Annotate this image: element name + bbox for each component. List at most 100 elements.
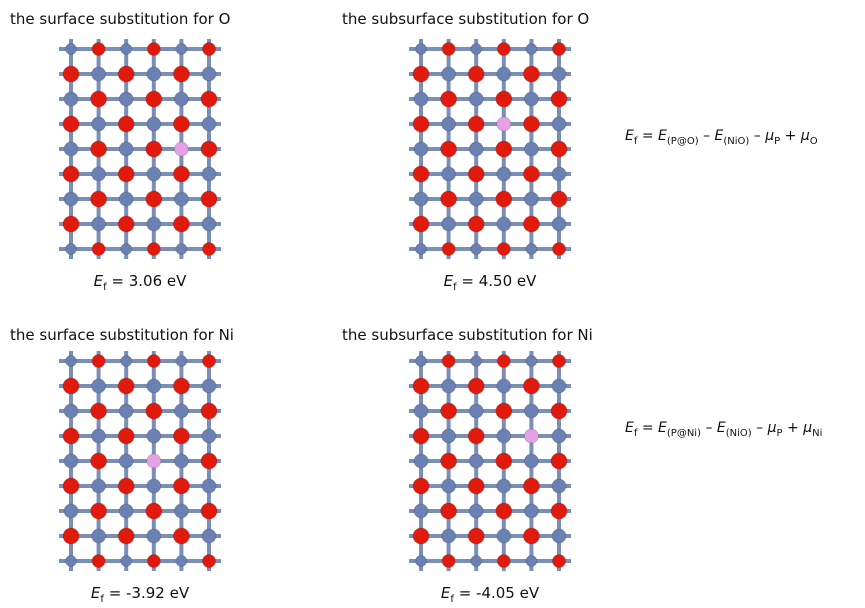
- nickel-atom: [552, 117, 566, 131]
- panel-title: the surface substitution for Ni: [10, 326, 234, 344]
- nickel-atom: [202, 529, 216, 543]
- nickel-atom: [552, 167, 566, 181]
- oxygen-atom: [413, 528, 429, 544]
- oxygen-atom: [201, 191, 217, 207]
- oxygen-atom: [441, 191, 457, 207]
- oxygen-atom: [201, 91, 217, 107]
- oxygen-atom: [468, 378, 484, 394]
- nickel-atom: [176, 44, 187, 55]
- oxygen-atom: [63, 216, 79, 232]
- nickel-atom: [497, 379, 511, 393]
- oxygen-atom: [201, 503, 217, 519]
- nickel-atom: [524, 192, 538, 206]
- oxygen-atom: [441, 503, 457, 519]
- nickel-atom: [147, 429, 161, 443]
- oxygen-atom: [63, 116, 79, 132]
- nickel-atom: [497, 167, 511, 181]
- oxygen-atom: [118, 428, 134, 444]
- oxygen-atom: [91, 403, 107, 419]
- nickel-atom: [174, 192, 188, 206]
- panel-title: the subsurface substitution for O: [342, 10, 589, 28]
- oxygen-atom: [203, 243, 216, 256]
- nickel-atom: [497, 117, 511, 131]
- subscript: (NiO): [723, 136, 749, 147]
- oxygen-atom: [63, 428, 79, 444]
- text: –: [756, 420, 763, 436]
- nickel-atom: [92, 379, 106, 393]
- nickel-atom: [119, 142, 133, 156]
- nickel-atom: [497, 67, 511, 81]
- oxygen-atom: [173, 216, 189, 232]
- nickel-atom: [66, 356, 77, 367]
- oxygen-atom: [92, 355, 105, 368]
- nickel-atom: [442, 479, 456, 493]
- oxygen-atom: [523, 66, 539, 82]
- nickel-atom: [64, 192, 78, 206]
- nickel-atom: [202, 379, 216, 393]
- nickel-atom: [442, 167, 456, 181]
- oxygen-atom: [413, 166, 429, 182]
- oxygen-atom: [63, 528, 79, 544]
- oxygen-atom: [147, 454, 161, 468]
- nickel-atom: [416, 244, 427, 255]
- formula: Ef = E(P@O) – E(NiO) – μP + μO: [625, 128, 818, 147]
- oxygen-atom: [413, 216, 429, 232]
- oxygen-atom: [413, 428, 429, 444]
- nickel-atom: [469, 92, 483, 106]
- nickel-atom: [147, 529, 161, 543]
- oxygen-atom: [551, 403, 567, 419]
- nickel-atom: [526, 556, 537, 567]
- subscript: f: [634, 136, 638, 147]
- nickel-atom: [469, 404, 483, 418]
- nickel-atom: [442, 429, 456, 443]
- nickel-atom: [552, 379, 566, 393]
- oxygen-atom: [496, 141, 512, 157]
- oxygen-atom: [413, 378, 429, 394]
- nickel-atom: [202, 67, 216, 81]
- oxygen-atom: [91, 503, 107, 519]
- nickel-atom: [92, 167, 106, 181]
- structures: [0, 0, 865, 608]
- energy-label: Ef = 4.50 eV: [444, 272, 537, 293]
- subscript: f: [100, 594, 104, 605]
- oxygen-atom: [203, 43, 216, 56]
- text: E: [625, 420, 634, 436]
- nickel-atom: [64, 142, 78, 156]
- nickel-atom: [526, 44, 537, 55]
- nickel-atom: [414, 504, 428, 518]
- text: E: [658, 128, 667, 144]
- oxygen-atom: [551, 91, 567, 107]
- oxygen-atom: [496, 403, 512, 419]
- oxygen-atom: [146, 191, 162, 207]
- oxygen-atom: [118, 66, 134, 82]
- oxygen-atom: [118, 528, 134, 544]
- nickel-atom: [119, 504, 133, 518]
- nickel-atom: [471, 44, 482, 55]
- nickel-atom: [66, 556, 77, 567]
- nickel-atom: [64, 92, 78, 106]
- oxygen-atom: [523, 166, 539, 182]
- oxygen-atom: [496, 191, 512, 207]
- oxygen-atom: [553, 355, 566, 368]
- nickel-atom: [414, 454, 428, 468]
- oxygen-atom: [441, 141, 457, 157]
- oxygen-atom: [63, 66, 79, 82]
- oxygen-atom: [63, 478, 79, 494]
- nickel-atom: [469, 454, 483, 468]
- nickel-atom: [202, 429, 216, 443]
- nickel-atom: [471, 356, 482, 367]
- oxygen-atom: [551, 503, 567, 519]
- text: = 3.06 eV: [111, 272, 186, 290]
- oxygen-atom: [91, 191, 107, 207]
- oxygen-atom: [173, 528, 189, 544]
- oxygen-atom: [92, 555, 105, 568]
- nickel-atom: [119, 92, 133, 106]
- oxygen-atom: [146, 503, 162, 519]
- oxygen-atom: [442, 43, 455, 56]
- panel-title: the surface substitution for O: [10, 10, 230, 28]
- subscript: (P@O): [667, 136, 699, 147]
- nickel-atom: [174, 92, 188, 106]
- oxygen-atom: [173, 478, 189, 494]
- subscript: P: [777, 428, 783, 439]
- nickel-atom: [121, 44, 132, 55]
